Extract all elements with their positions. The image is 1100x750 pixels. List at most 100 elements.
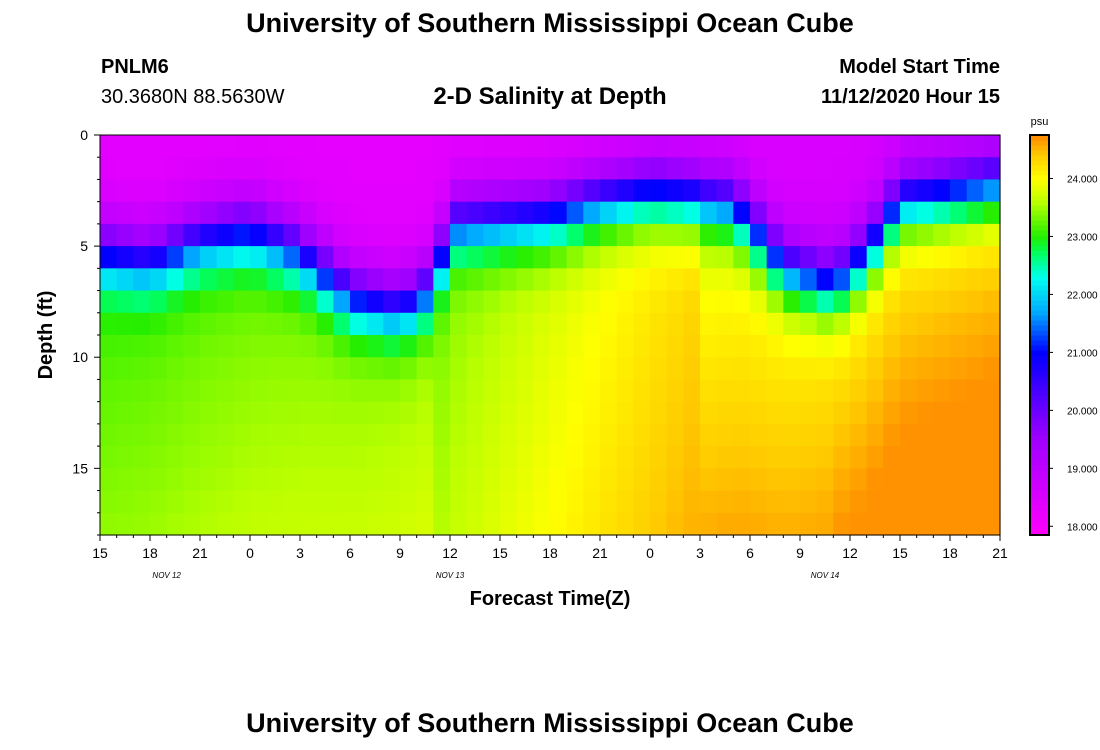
heatmap-cell	[133, 223, 151, 247]
heatmap-cell	[616, 135, 634, 158]
heatmap-cell	[916, 312, 934, 336]
heatmap-cell	[533, 268, 551, 292]
heatmap-cell	[700, 446, 718, 469]
heatmap-cell	[600, 357, 618, 381]
colorbar-tick-label: 21.000	[1067, 348, 1098, 359]
heatmap-cell	[383, 401, 401, 425]
y-axis-label: Depth (ft)	[35, 291, 57, 380]
heatmap-cell	[300, 446, 318, 469]
heatmap-cell	[133, 490, 151, 514]
heatmap-cell	[683, 179, 701, 203]
heatmap-cell	[600, 379, 618, 403]
heatmap-cell	[883, 401, 901, 425]
heatmap-cell	[300, 157, 318, 181]
heatmap-cell	[666, 512, 684, 536]
heatmap-cell	[333, 223, 351, 247]
heatmap-cell	[466, 468, 484, 492]
heatmap-cell	[816, 223, 834, 247]
heatmap-cell	[250, 512, 268, 536]
heatmap-cell	[550, 268, 568, 292]
heatmap-cell	[316, 490, 334, 514]
heatmap-cell	[883, 335, 901, 358]
heatmap-cell	[150, 246, 168, 269]
heatmap-cell	[900, 179, 918, 203]
heatmap-cell	[666, 468, 684, 492]
heatmap-cell	[783, 512, 801, 536]
heatmap-cell	[516, 423, 534, 447]
date-label: NOV 12	[152, 571, 181, 580]
heatmap-cell	[616, 201, 634, 225]
heatmap-cell	[600, 490, 618, 514]
heatmap-cell	[983, 490, 1001, 514]
heatmap-cell	[916, 401, 934, 425]
heatmap-cell	[233, 201, 251, 225]
heatmap-cell	[833, 223, 851, 247]
heatmap-cell	[966, 401, 984, 425]
heatmap-cell	[983, 201, 1001, 225]
heatmap-cell	[750, 157, 768, 181]
heatmap-cell	[383, 312, 401, 336]
heatmap-cell	[433, 357, 451, 381]
heatmap-cell	[200, 268, 218, 292]
heatmap-cell	[966, 490, 984, 514]
heatmap-cell	[700, 379, 718, 403]
heatmap-cell	[433, 446, 451, 469]
heatmap-cell	[650, 246, 668, 269]
colorbar-band	[1030, 325, 1049, 331]
heatmap-cell	[600, 468, 618, 492]
heatmap-cell	[850, 446, 868, 469]
heatmap-cell	[400, 490, 418, 514]
heatmap-cell	[616, 468, 634, 492]
heatmap-cell	[350, 290, 368, 314]
heatmap-cell	[283, 512, 301, 536]
colorbar-band	[1030, 180, 1049, 186]
heatmap-cell	[116, 379, 134, 403]
heatmap-cell	[766, 512, 784, 536]
heatmap-cell	[816, 335, 834, 358]
heatmap-cell	[683, 357, 701, 381]
colorbar-band	[1030, 450, 1049, 456]
heatmap-cell	[433, 179, 451, 203]
heatmap-cell	[366, 379, 384, 403]
heatmap-cell	[916, 246, 934, 269]
heatmap-cell	[866, 201, 884, 225]
x-tick-label: 15	[492, 545, 508, 561]
heatmap-cell	[183, 179, 201, 203]
heatmap-cell	[850, 468, 868, 492]
heatmap-cell	[233, 246, 251, 269]
heatmap-cell	[400, 290, 418, 314]
heatmap-cell	[583, 335, 601, 358]
heatmap-cell	[666, 379, 684, 403]
heatmap-cell	[466, 223, 484, 247]
heatmap-cell	[150, 512, 168, 536]
heatmap-cell	[316, 423, 334, 447]
heatmap-cell	[500, 468, 518, 492]
heatmap-cell	[383, 246, 401, 269]
heatmap-cell	[433, 157, 451, 181]
heatmap-cell	[100, 490, 118, 514]
heatmap-cell	[483, 423, 501, 447]
colorbar-band	[1030, 510, 1049, 516]
heatmap-cell	[150, 423, 168, 447]
heatmap-cell	[433, 290, 451, 314]
heatmap-cell	[316, 335, 334, 358]
heatmap-cell	[416, 201, 434, 225]
heatmap-cell	[233, 490, 251, 514]
heatmap-cell	[183, 335, 201, 358]
heatmap-cell	[533, 490, 551, 514]
heatmap-cell	[250, 490, 268, 514]
heatmap-cell	[283, 179, 301, 203]
heatmap-cell	[516, 312, 534, 336]
heatmap-cell	[316, 157, 334, 181]
heatmap-cell	[350, 135, 368, 158]
y-tick-label: 15	[72, 460, 88, 476]
heatmap-cell	[366, 290, 384, 314]
heatmap-cell	[250, 135, 268, 158]
heatmap-cell	[950, 135, 968, 158]
heatmap-cell	[666, 423, 684, 447]
heatmap-cell	[500, 157, 518, 181]
heatmap-cell	[366, 179, 384, 203]
heatmap-cell	[250, 446, 268, 469]
heatmap-cell	[966, 512, 984, 536]
colorbar-band	[1030, 320, 1049, 326]
